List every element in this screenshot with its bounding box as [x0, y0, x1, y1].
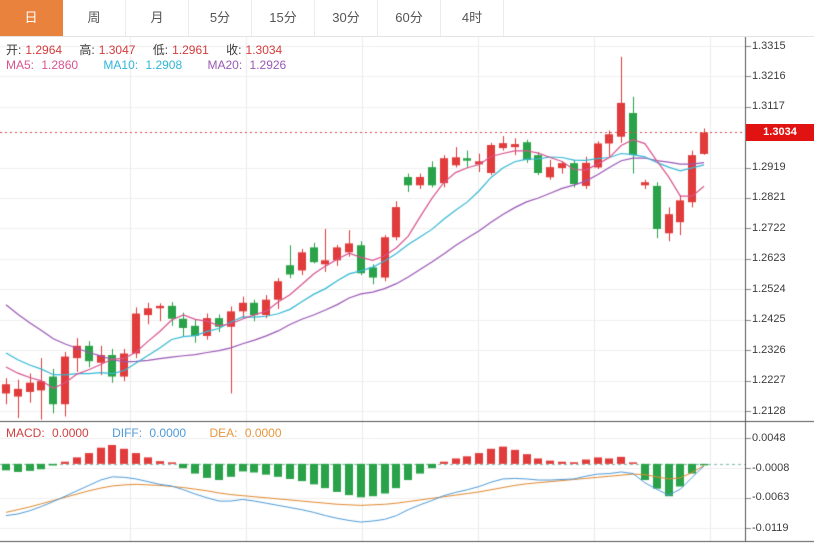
low-value: 1.2961	[172, 43, 209, 57]
macd-axis-tick: -0.0119	[752, 521, 789, 534]
diff-readout: DIFF: 0.0000	[112, 426, 187, 440]
macd-legend: MACD: 0.0000 DIFF: 0.0000 DEA: 0.0000	[6, 426, 290, 440]
tab-week[interactable]: 周	[63, 0, 126, 36]
price-axis-tick: 1.2722	[752, 221, 786, 234]
tab-month[interactable]: 月	[126, 0, 189, 36]
high-value: 1.3047	[98, 43, 136, 57]
open-value: 1.2964	[25, 43, 63, 57]
price-axis-tick: 1.2326	[752, 343, 786, 356]
ma5-readout: MA5: 1.2860	[6, 58, 79, 72]
open-label: 开:	[6, 43, 22, 57]
last-price-marker: 1.3034	[746, 123, 814, 141]
price-axis-tick: 1.3315	[752, 39, 786, 52]
macd-axis-tick: -0.0063	[752, 491, 790, 504]
price-axis-tick: 1.3216	[752, 69, 786, 82]
price-axis-tick: 1.2821	[752, 191, 786, 204]
tab-4hour[interactable]: 4时	[441, 0, 504, 36]
macd-readout: MACD: 0.0000	[6, 426, 89, 440]
macd-axis-tick: -0.0008	[752, 461, 790, 474]
price-axis-tick: 1.2128	[752, 404, 786, 417]
dea-readout: DEA: 0.0000	[209, 426, 282, 440]
tab-5min[interactable]: 5分	[189, 0, 252, 36]
tab-day[interactable]: 日	[0, 0, 63, 36]
price-axis-tick: 1.3117	[752, 100, 785, 113]
tab-30min[interactable]: 30分	[315, 0, 378, 36]
price-axis-tick: 1.2425	[752, 313, 786, 326]
tab-60min[interactable]: 60分	[378, 0, 441, 36]
close-value: 1.3034	[245, 43, 283, 57]
low-label: 低:	[152, 43, 169, 57]
high-label: 高:	[79, 43, 95, 57]
price-axis-tick: 1.2524	[752, 282, 786, 295]
macd-axis-tick: 0.0048	[752, 431, 786, 444]
close-label: 收:	[226, 43, 242, 57]
ma-legend: MA5: 1.2860 MA10: 1.2908 MA20: 1.2926	[6, 58, 294, 72]
ma20-readout: MA20: 1.2926	[207, 58, 287, 72]
price-axis-tick: 1.2227	[752, 374, 786, 387]
price-axis-tick: 1.2623	[752, 252, 786, 265]
price-axis-tick: 1.2919	[752, 161, 786, 174]
ma10-readout: MA10: 1.2908	[103, 58, 183, 72]
tab-15min[interactable]: 15分	[252, 0, 315, 36]
timeframe-tab-bar: 日 周 月 5分 15分 30分 60分 4时	[0, 0, 814, 37]
ohlc-legend: 开: 1.2964 高: 1.3047 低: 1.2961 收: 1.3034	[6, 41, 296, 58]
